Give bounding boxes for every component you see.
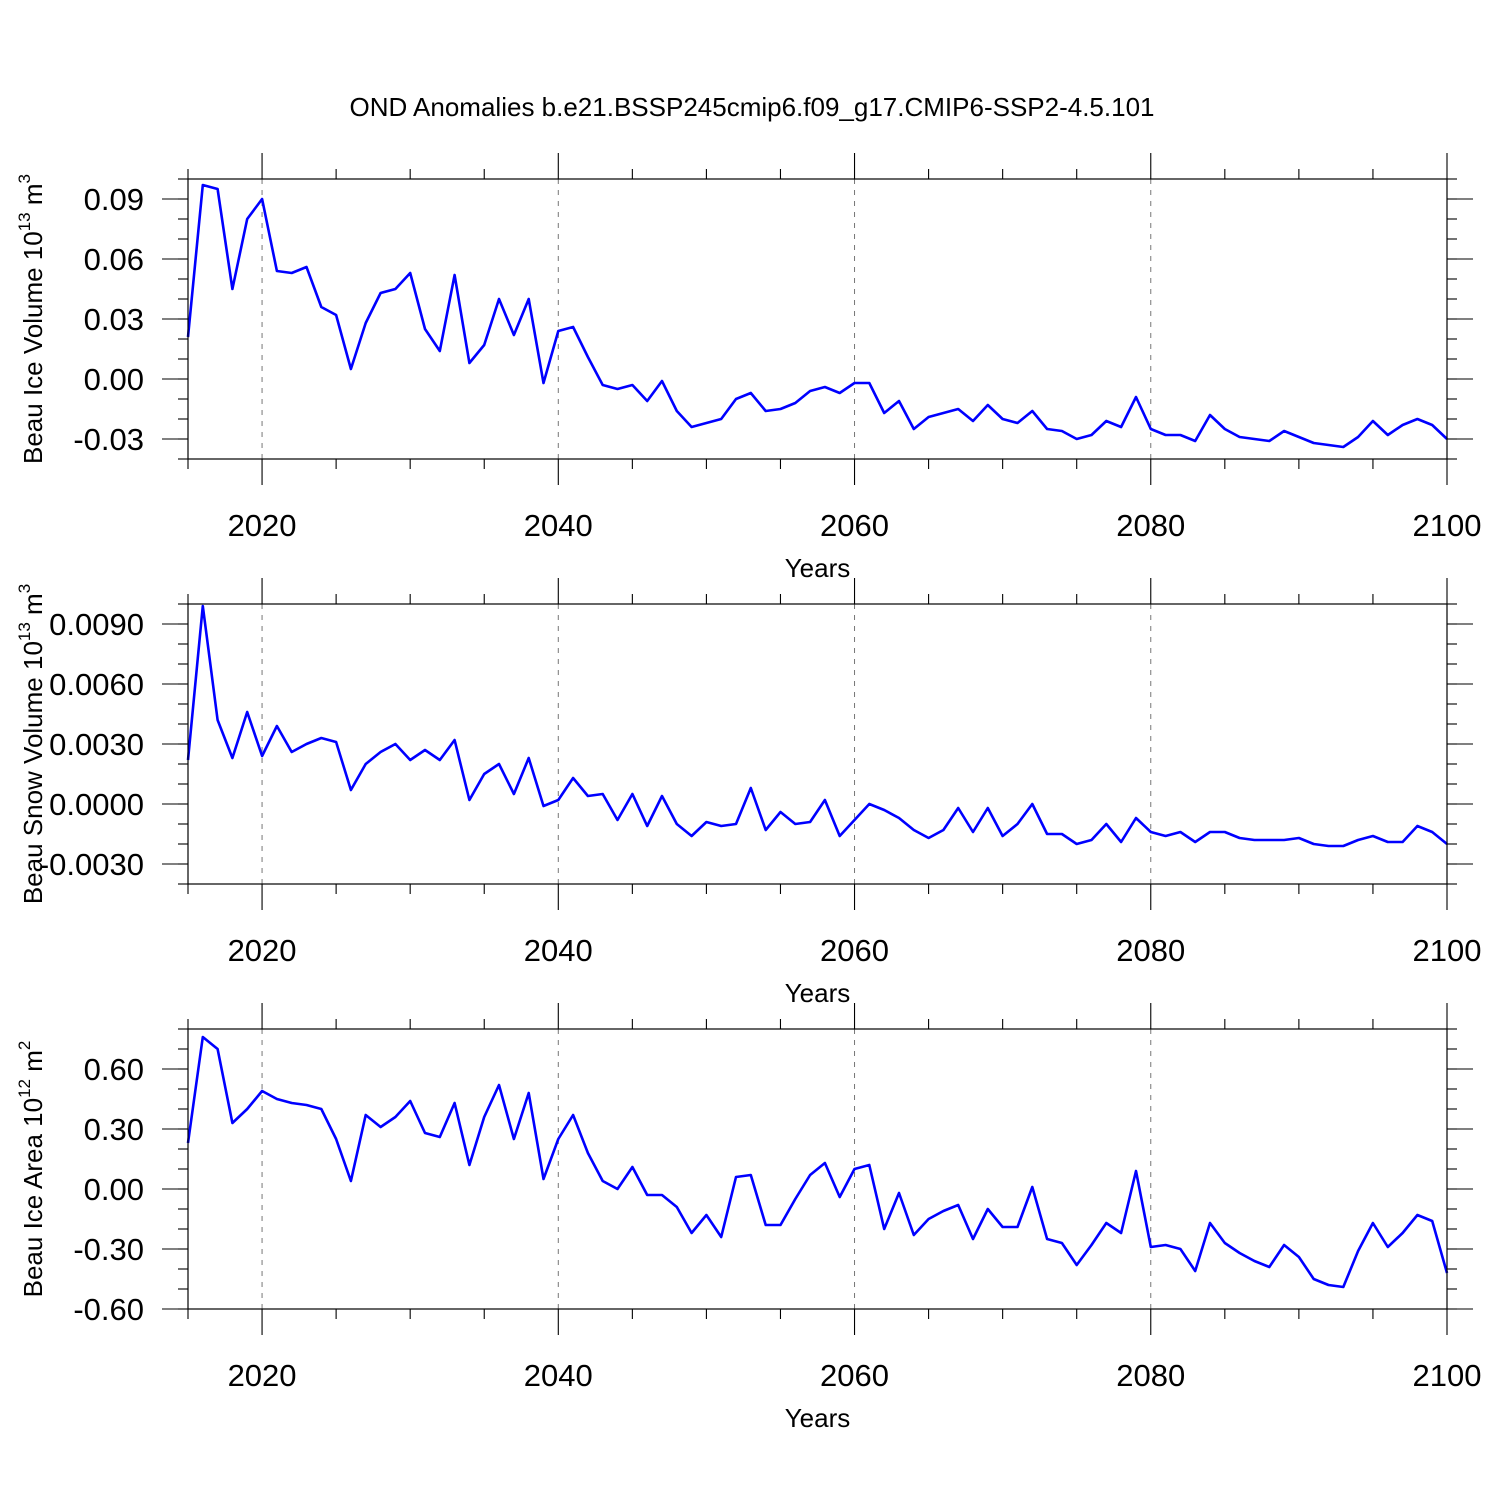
- chart-panel-2: 0.0090 0.0060 0.0030 0.0000 -0.0030 2020 2040 2…: [15, 578, 1481, 1008]
- x-tick-label: 2080: [1116, 508, 1185, 543]
- y-axis-title: Beau Ice Area 1012 m2: [15, 1041, 48, 1298]
- y-tick-label: 0.00: [84, 1172, 144, 1207]
- y-axis-title-part: 2: [15, 1041, 34, 1050]
- y-axis-title-part: 13: [15, 622, 34, 641]
- x-tick-label: 2080: [1116, 933, 1185, 968]
- series-line: [186, 604, 1448, 848]
- series-line: [186, 183, 1448, 449]
- plot-frame: [187, 1028, 1448, 1310]
- y-axis-title-part: 13: [15, 212, 34, 231]
- chart-panels: 0.09 0.06 0.03 0.00 -0.03 2020 2040 2060 2080 210…: [15, 153, 1481, 1433]
- x-tick-label: 2100: [1413, 1358, 1482, 1393]
- y-tick-label: 0.06: [84, 242, 144, 277]
- plot-frame: [187, 603, 1448, 885]
- y-tick-label: 0.30: [84, 1112, 144, 1147]
- y-axis-title-part: m: [18, 593, 48, 622]
- plot-frame: [187, 178, 1448, 460]
- y-tick-label: 0.0030: [49, 727, 144, 762]
- x-tick-label: 2060: [820, 1358, 889, 1393]
- series-line: [186, 1035, 1449, 1289]
- x-tick-label: 2080: [1116, 1358, 1185, 1393]
- x-tick-label: 2020: [228, 933, 297, 968]
- x-axis-title: Years: [785, 1403, 851, 1433]
- y-tick-label: 0.03: [84, 302, 144, 337]
- y-axis-title-part: m: [18, 183, 48, 212]
- x-tick-label: 2040: [524, 933, 593, 968]
- x-tick-label: 2100: [1413, 933, 1482, 968]
- y-axis-title-part: m: [18, 1050, 48, 1079]
- y-axis-title-part: Beau Ice Volume 10: [18, 231, 48, 464]
- y-axis-title-part: 3: [15, 174, 34, 183]
- y-tick-label: -0.60: [73, 1292, 144, 1327]
- y-tick-label: -0.0030: [39, 847, 144, 882]
- x-tick-label: 2020: [228, 1358, 297, 1393]
- y-tick-label: 0.09: [84, 182, 144, 217]
- x-tick-label: 2020: [228, 508, 297, 543]
- y-tick-label: 0.00: [84, 362, 144, 397]
- x-axis-title: Years: [785, 553, 851, 583]
- x-tick-label: 2060: [820, 508, 889, 543]
- y-tick-label: 0.0060: [49, 667, 144, 702]
- y-axis-title-part: 3: [15, 584, 34, 593]
- y-tick-label: 0.60: [84, 1052, 144, 1087]
- y-axis-title-part: Beau Ice Area 10: [18, 1098, 48, 1297]
- chart-panel-1: 0.09 0.06 0.03 0.00 -0.03 2020 2040 2060 2080 210…: [15, 153, 1481, 583]
- y-tick-label: 0.0090: [49, 607, 144, 642]
- y-axis-title-part: Beau Snow Volume 10: [18, 641, 48, 904]
- y-tick-label: -0.03: [73, 422, 144, 457]
- chart-title: OND Anomalies b.e21.BSSP245cmip6.f09_g17…: [349, 92, 1154, 122]
- y-axis-title-part: 12: [15, 1079, 34, 1098]
- x-tick-label: 2100: [1413, 508, 1482, 543]
- x-tick-label: 2040: [524, 508, 593, 543]
- y-tick-label: 0.0000: [49, 787, 144, 822]
- y-axis-title: Beau Ice Volume 1013 m3: [15, 174, 48, 464]
- x-tick-label: 2040: [524, 1358, 593, 1393]
- x-axis-title: Years: [785, 978, 851, 1008]
- y-tick-label: -0.30: [73, 1232, 144, 1267]
- y-axis-title: Beau Snow Volume 1013 m3: [15, 584, 48, 904]
- x-tick-label: 2060: [820, 933, 889, 968]
